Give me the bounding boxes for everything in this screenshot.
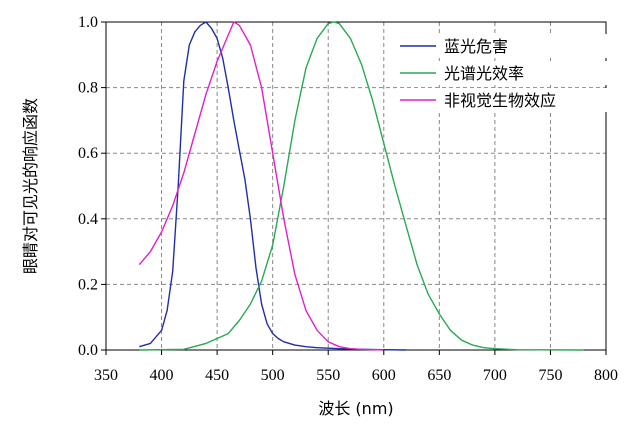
series-line-1: [139, 21, 407, 351]
x-tick-label: 550: [316, 367, 340, 384]
y-axis-label: 眼睛对可见光的响应函数: [21, 98, 40, 274]
x-tick-labels: 350 400 450 500 550 600 650 700 750 800: [94, 350, 618, 384]
legend-label: 光谱光效率: [444, 64, 524, 83]
grid: [106, 22, 606, 350]
y-tick-label: 0.6: [78, 145, 98, 162]
x-tick-label: 700: [483, 367, 507, 384]
series-line-3: [138, 21, 384, 351]
y-tick-label: 1.0: [78, 14, 98, 31]
x-tick-label: 750: [538, 367, 562, 384]
y-tick-labels: 0.0 0.2 0.4 0.6 0.8 1.0: [78, 14, 106, 359]
x-tick-label: 400: [150, 367, 174, 384]
x-tick-label: 450: [205, 367, 229, 384]
x-tick-label: 500: [261, 367, 285, 384]
y-tick-label: 0.8: [78, 80, 98, 97]
plot-frame: [105, 21, 607, 351]
legend-label: 非视觉生物效应: [444, 91, 556, 110]
x-tick-label: 350: [94, 367, 118, 384]
x-axis-label: 波长 (nm): [318, 399, 393, 418]
x-tick-label: 800: [594, 367, 618, 384]
x-tick-label: 600: [372, 367, 396, 384]
y-tick-label: 0.2: [78, 276, 98, 293]
y-tick-label: 0.0: [78, 342, 98, 359]
y-tick-label: 0.4: [78, 211, 98, 228]
series-lines: [138, 21, 584, 351]
legend-label: 蓝光危害: [444, 37, 508, 56]
series-line-2: [139, 21, 584, 351]
x-tick-label: 650: [427, 367, 451, 384]
